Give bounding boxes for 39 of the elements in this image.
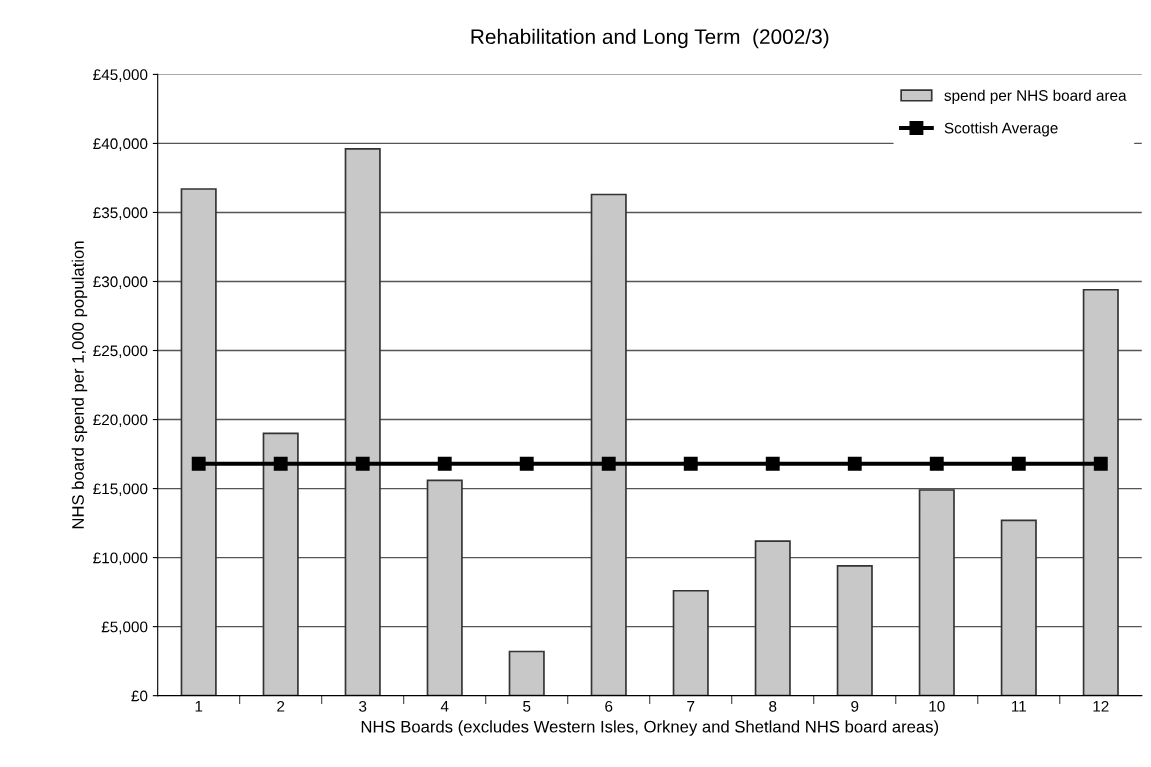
bar [918, 489, 955, 696]
y-tick-label: £35,000 [93, 207, 148, 220]
y-tick-label: £15,000 [93, 483, 148, 497]
bar [1082, 288, 1119, 696]
y-axis-title: NHS board spend per 1,000 population [71, 241, 88, 529]
y-tick-label: £40,000 [93, 138, 148, 151]
bar [344, 148, 381, 696]
x-tick-label: 5 [523, 701, 531, 712]
x-tick-label: 3 [359, 700, 367, 712]
bar [508, 650, 545, 696]
x-tick-label: 2 [277, 700, 285, 712]
bar [672, 589, 709, 696]
y-tick-label: £20,000 [93, 414, 148, 428]
bar [1000, 519, 1037, 696]
legend-label: spend per NHS board area [944, 89, 1127, 104]
y-tick-label: £45,000 [93, 69, 148, 82]
y-tick-label: £30,000 [93, 276, 148, 289]
legend-label: Scottish Average [944, 122, 1058, 137]
chart-title: Rehabilitation and Long Term (2002/3) [471, 28, 829, 49]
x-tick-label: 9 [851, 700, 859, 712]
x-tick-label: 8 [769, 700, 777, 712]
x-tick-label: 4 [440, 701, 449, 712]
y-tick-label: £0 [131, 690, 148, 702]
x-tick-label: 6 [605, 700, 613, 712]
x-tick-label: 12 [1093, 700, 1109, 712]
bar [262, 432, 299, 696]
x-tick-label: 1 [195, 701, 203, 712]
y-tick-label: £25,000 [93, 345, 148, 359]
y-tick-label: £10,000 [93, 552, 148, 566]
x-tick-label: 7 [687, 701, 695, 712]
bar [836, 565, 873, 696]
bar [180, 188, 217, 696]
bar [590, 193, 627, 696]
bar [426, 479, 463, 696]
x-axis-title: NHS Boards (excludes Western Isles, Orkney and Shetland NHS board areas) [361, 720, 939, 736]
y-tick-label: £5,000 [101, 621, 148, 635]
x-tick-label: 11 [1012, 701, 1026, 712]
x-tick-label: 10 [929, 700, 945, 712]
bar [754, 540, 791, 696]
